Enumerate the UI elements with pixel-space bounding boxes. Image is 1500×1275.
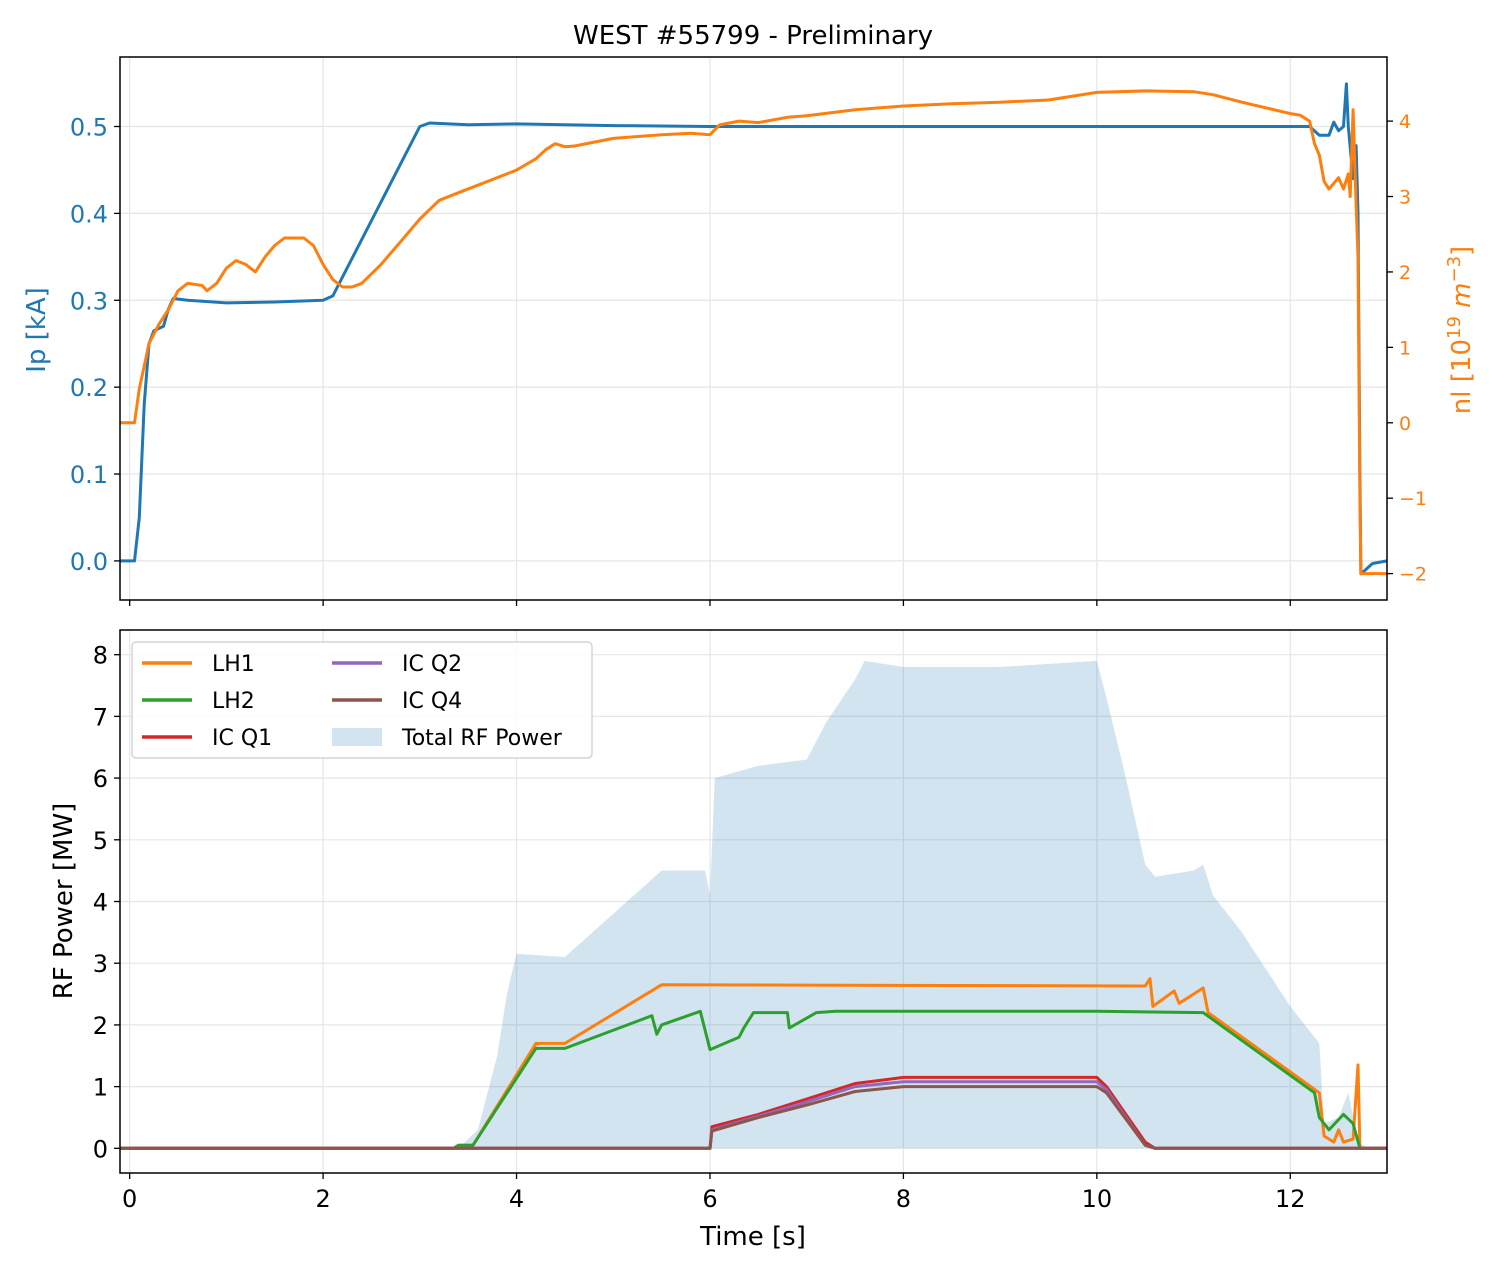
y2-tick-label: 2 [1399,262,1411,284]
legend-label-ic-q2: IC Q2 [402,652,462,677]
top-plot-area [120,82,1388,576]
y-tick-label: 5 [93,827,108,855]
series-line-ic-q1 [120,1075,1387,1150]
y2-tick-label: 0 [1399,413,1411,435]
y-tick-label: 0.1 [70,461,108,489]
y-tick-label: 8 [93,642,108,670]
x-tick-label: 2 [315,1185,330,1213]
x-tick-label: 0 [122,1185,137,1213]
series-line-lh1 [120,977,1387,1150]
legend-label-ic-q1: IC Q1 [212,726,272,751]
x-tick-label: 12 [1275,1185,1306,1213]
y-tick-label: 7 [93,703,108,731]
series-line-nl [120,89,1387,576]
legend-label-ic-q4: IC Q4 [402,689,462,714]
y2-tick-label: 4 [1399,111,1411,133]
bottom-y-axis-label: RF Power [MW] [49,803,79,1000]
top-grid [120,57,1387,600]
top-axes: 0.0 0.1 0.2 0.3 0.4 0.5 −2 −1 0 1 2 3 4 [70,111,1427,606]
y2-label-sup1: 19 [1444,316,1465,339]
y-tick-label: 0.3 [70,287,108,315]
y-tick-label: 1 [93,1074,108,1102]
y-tick-label: 4 [93,889,108,917]
y2-label-sup2: −3 [1444,256,1465,283]
series-area-total-rf-power [120,660,1387,1149]
bottom-x-axis-label: Time [s] [699,1222,806,1252]
series-line-lh2 [120,1009,1387,1150]
y2-label-end: ] [1447,246,1477,256]
x-tick-label: 6 [702,1185,717,1213]
y-tick-label: 0.2 [70,374,108,402]
legend-swatch-total-rf-power [332,728,382,746]
y-tick-label: 0.5 [70,114,108,142]
top-y2-axis-label: nl [1019 m−3] [1444,246,1477,414]
legend-label-lh2: LH2 [212,689,255,714]
y-tick-label: 0.4 [70,200,108,228]
y-tick-label: 0 [93,1135,108,1163]
y2-tick-label: 3 [1399,187,1411,209]
series-line-ic-q4 [120,1085,1387,1150]
top-chart-title: WEST #55799 - Preliminary [573,21,933,51]
y-tick-label: 2 [93,1012,108,1040]
y2-tick-label: 1 [1399,337,1411,359]
y-tick-label: 3 [93,950,108,978]
top-y-axis-label: Ip [kA] [22,287,52,373]
bottom-plot-area [120,660,1387,1150]
x-tick-label: 4 [509,1185,524,1213]
y2-tick-label: −1 [1399,488,1427,510]
x-tick-label: 10 [1082,1185,1113,1213]
top-axes-frame [119,56,1388,601]
y2-tick-label: −2 [1399,564,1427,586]
x-tick-label: 8 [896,1185,911,1213]
legend-label-total-rf-power: Total RF Power [401,726,563,751]
legend-label-lh1: LH1 [212,652,255,677]
y2-label-mid: m [1447,283,1477,317]
y-tick-label: 6 [93,765,108,793]
y2-label-base: nl [10 [1447,339,1477,414]
legend: LH1 LH2 IC Q1 IC Q2 IC Q4 Total RF Power [131,641,593,759]
y-tick-label: 0.0 [70,548,108,576]
